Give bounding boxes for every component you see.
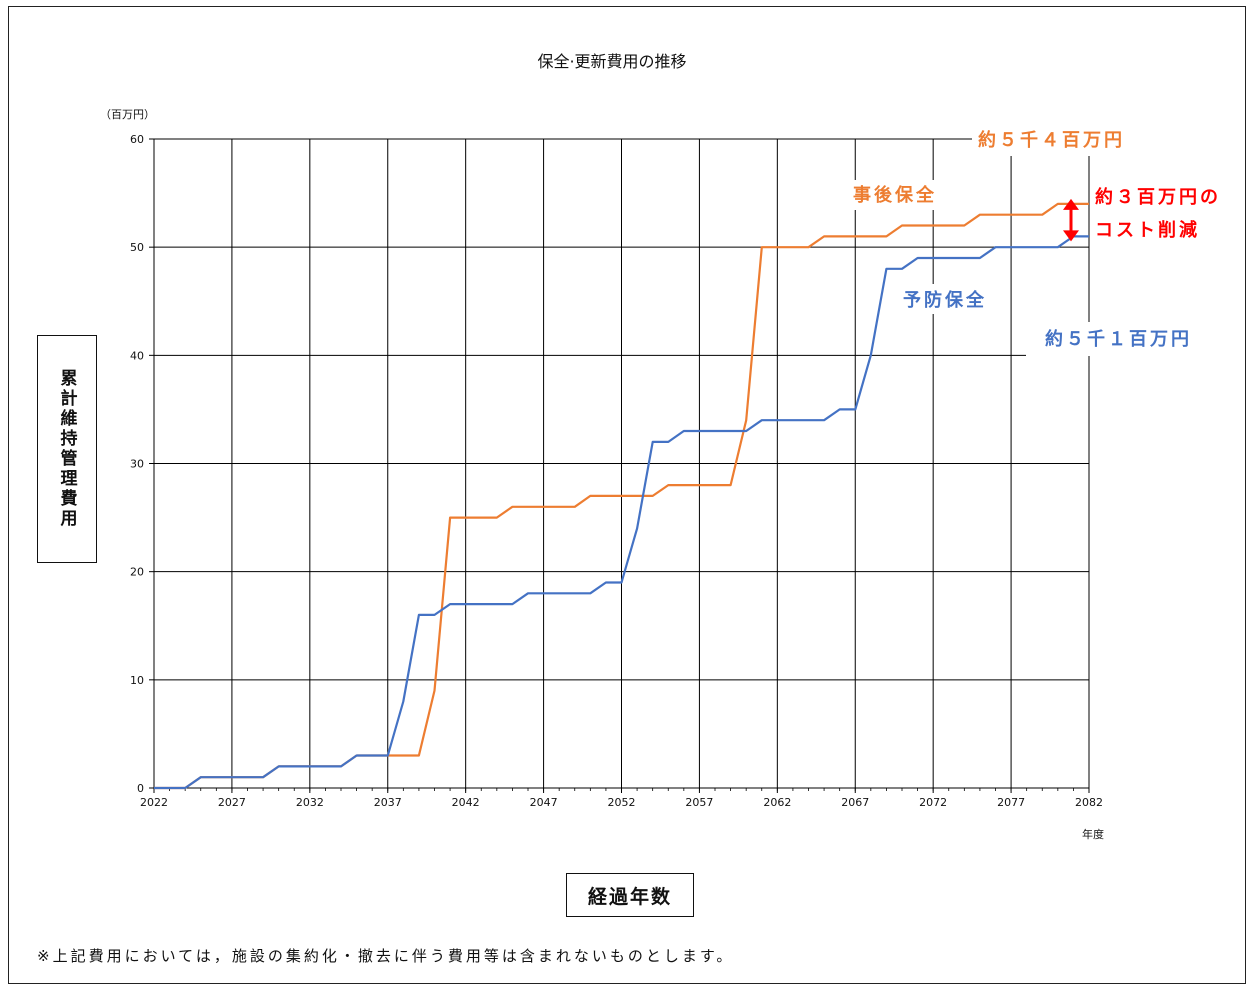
y-unit-label: （百万円） <box>100 108 155 121</box>
reduction-label-2-bg <box>1092 214 1242 246</box>
y-tick-labels: 0 10 20 30 40 50 60 <box>130 133 144 795</box>
chart-frame <box>8 6 1246 984</box>
chart-title: 保全·更新費用の推移 <box>537 52 686 71</box>
x-axis-label: 経過年数 <box>587 885 672 908</box>
x-tick-label: 2082 <box>1075 796 1103 809</box>
x-tick-label: 2072 <box>919 796 947 809</box>
post-total-label-bg <box>972 122 1152 156</box>
y-axis-label-box: 累計維持管理費用 <box>37 335 97 563</box>
x-unit-label: 年度 <box>1082 827 1104 841</box>
x-tick-label: 2042 <box>452 796 480 809</box>
x-tick-label: 2032 <box>296 796 324 809</box>
y-tick-label: 30 <box>130 458 144 471</box>
series-lines <box>154 202 1089 790</box>
y-tick-label: 60 <box>130 133 144 146</box>
x-tick-label: 2057 <box>685 796 713 809</box>
x-tick-labels: 2022 2027 2032 2037 2042 2047 2052 2057 2062 2067… <box>140 796 1103 809</box>
y-tick-label: 10 <box>130 674 144 687</box>
pre-total-label: 約５千１百万円 <box>1045 328 1192 350</box>
x-tick-label: 2052 <box>608 796 636 809</box>
y-tick-label: 20 <box>130 566 144 579</box>
x-tick-label: 2077 <box>997 796 1025 809</box>
series-line <box>154 235 1089 790</box>
reduction-label-1: 約３百万円の <box>1095 186 1221 208</box>
pre-total-label-bg <box>1030 322 1230 356</box>
grid-lines <box>149 138 1090 793</box>
reduction-label-2: コスト削減 <box>1095 219 1200 241</box>
x-tick-label: 2067 <box>841 796 869 809</box>
post-total-label: 約５千４百万円 <box>978 129 1125 151</box>
y-tick-label: 0 <box>137 782 144 795</box>
x-tick-label: 2047 <box>530 796 558 809</box>
post-series-label: 事後保全 <box>853 184 937 206</box>
reduction-label-1-bg <box>1092 180 1242 212</box>
y-tick-label: 40 <box>130 349 144 362</box>
x-tick-label: 2062 <box>763 796 791 809</box>
x-tick-label: 2037 <box>374 796 402 809</box>
y-axis-label: 累計維持管理費用 <box>56 369 77 529</box>
pre-series-label-bg <box>898 284 998 314</box>
pre-series-label: 予防保全 <box>903 289 987 311</box>
x-tick-label: 2027 <box>218 796 246 809</box>
footnote: ※上記費用においては，施設の集約化・撤去に伴う費用等は含まれないものとします。 <box>37 947 735 965</box>
plot-area-border <box>153 138 1090 789</box>
post-series-label-bg <box>848 180 948 210</box>
reduction-arrow-up <box>1063 198 1079 210</box>
y-tick-label: 50 <box>130 241 144 254</box>
reduction-arrow-down <box>1063 230 1079 242</box>
x-tick-label: 2022 <box>140 796 168 809</box>
x-axis-label-box: 経過年数 <box>566 873 694 917</box>
